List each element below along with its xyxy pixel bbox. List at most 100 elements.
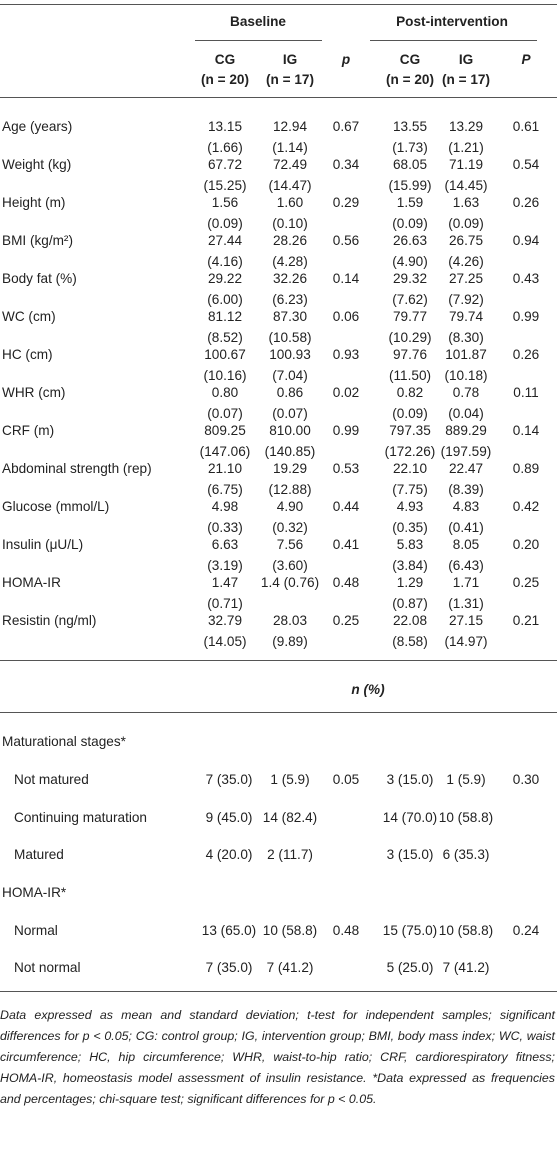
section-rule [0,712,557,713]
group-header: Baseline [230,14,286,29]
cell: 1.47 [211,575,239,590]
cell: 0.02 [332,385,360,400]
cell: (6.75) [207,481,243,497]
cell: 1.63 [452,195,480,210]
cell: 0.56 [332,233,360,248]
column-header: p [341,52,351,67]
cell: (0.71) [207,595,243,611]
cell: 71.19 [448,157,484,172]
cell: 1.60 [276,195,304,210]
cell: 0.93 [332,347,360,362]
cell: (0.32) [272,519,308,535]
cell: 0.26 [512,195,540,210]
cell: 22.47 [448,461,484,476]
cell: 0.86 [276,385,304,400]
cell: (1.31) [448,595,484,611]
cell: (14.47) [268,177,312,193]
cell: 0.25 [332,613,360,628]
cell: (0.10) [272,215,308,231]
cell: (0.09) [207,215,243,231]
cell: (1.21) [448,139,484,155]
cell: 1 (5.9) [270,772,310,787]
cell: 21.10 [207,461,243,476]
cell: 29.22 [207,271,243,286]
column-header: CG [214,52,236,67]
cell: (3.84) [392,557,428,573]
row-label: Not normal [14,960,81,976]
cell: (147.06) [199,443,251,459]
cell: 13.15 [207,119,243,134]
cell: (6.23) [272,291,308,307]
cell: (10.58) [268,329,312,345]
row-label: Matured [14,847,64,863]
cell: 3 (15.0) [386,847,434,863]
cell: 0.21 [512,613,540,628]
cell: (172.26) [384,443,436,459]
cell: 26.75 [448,233,484,248]
cell: (14.05) [203,633,247,649]
row-label: WHR (cm) [2,385,66,400]
cell: 0.67 [332,119,360,134]
cell: (0.35) [392,519,428,535]
cell: 0.61 [512,119,540,134]
column-header: IG [458,52,474,67]
cell: (15.99) [388,177,432,193]
cell: 810.00 [269,423,311,438]
cell: 28.26 [272,233,308,248]
cell: 13.29 [448,119,484,134]
cell: 3 (15.0) [386,772,434,787]
cell: 0.54 [512,157,540,172]
cell: 1.56 [211,195,239,210]
cell: 0.53 [332,461,360,476]
cell: 15 (75.0) [382,922,438,938]
cell: 0.11 [513,385,539,400]
cell: 10 (58.8) [438,922,494,938]
cell: (4.26) [448,253,484,269]
cell: (0.09) [448,215,484,231]
cell: 7 (35.0) [205,772,253,787]
header-rule [0,97,557,98]
column-header: (n = 17) [442,72,490,87]
cell: (7.75) [392,481,428,497]
cell: 10 (58.8) [438,809,494,825]
cell: (10.16) [203,367,247,383]
cell: 14 (70.0) [382,809,438,825]
cell: 72.49 [272,157,308,172]
cell: 0.20 [512,537,540,552]
section-label: HOMA-IR* [2,884,67,900]
footnote: Data expressed as mean and standard devi… [0,1008,555,1106]
row-label: Age (years) [2,119,73,134]
cell: 26.63 [392,233,428,248]
cell: (7.04) [272,367,308,383]
cell: 0.99 [512,309,540,324]
column-header: (n = 20) [386,72,434,87]
cell: 0.48 [332,575,360,590]
cell: (0.07) [207,405,243,421]
section-label: Maturational stages* [2,734,126,749]
cell: 13 (65.0) [201,922,257,938]
row-label: Normal [14,922,58,938]
cell: 32.79 [207,613,243,628]
row-label: Abdominal strength (rep) [2,461,152,476]
cell: 0.24 [512,922,540,938]
cell: (0.07) [272,405,308,421]
section-rule [0,660,557,661]
row-label: WC (cm) [2,309,56,324]
cell: 81.12 [207,309,243,324]
cell: 100.93 [269,347,311,362]
cell: 1.4 (0.76) [260,575,320,590]
cell: 0.34 [332,157,360,172]
cell: 87.30 [272,309,308,324]
cell: 79.74 [448,309,484,324]
cell: (15.25) [203,177,247,193]
cell: (1.73) [392,139,428,155]
cell: (14.97) [444,633,488,649]
cell: 27.15 [448,613,484,628]
cell: 27.25 [448,271,484,286]
cell: 4.90 [276,499,304,514]
cell: 0.30 [512,772,540,787]
column-header: CG [399,52,421,67]
cell: 22.08 [392,613,428,628]
cell: 4.98 [211,499,239,514]
cell: (8.52) [207,329,243,345]
